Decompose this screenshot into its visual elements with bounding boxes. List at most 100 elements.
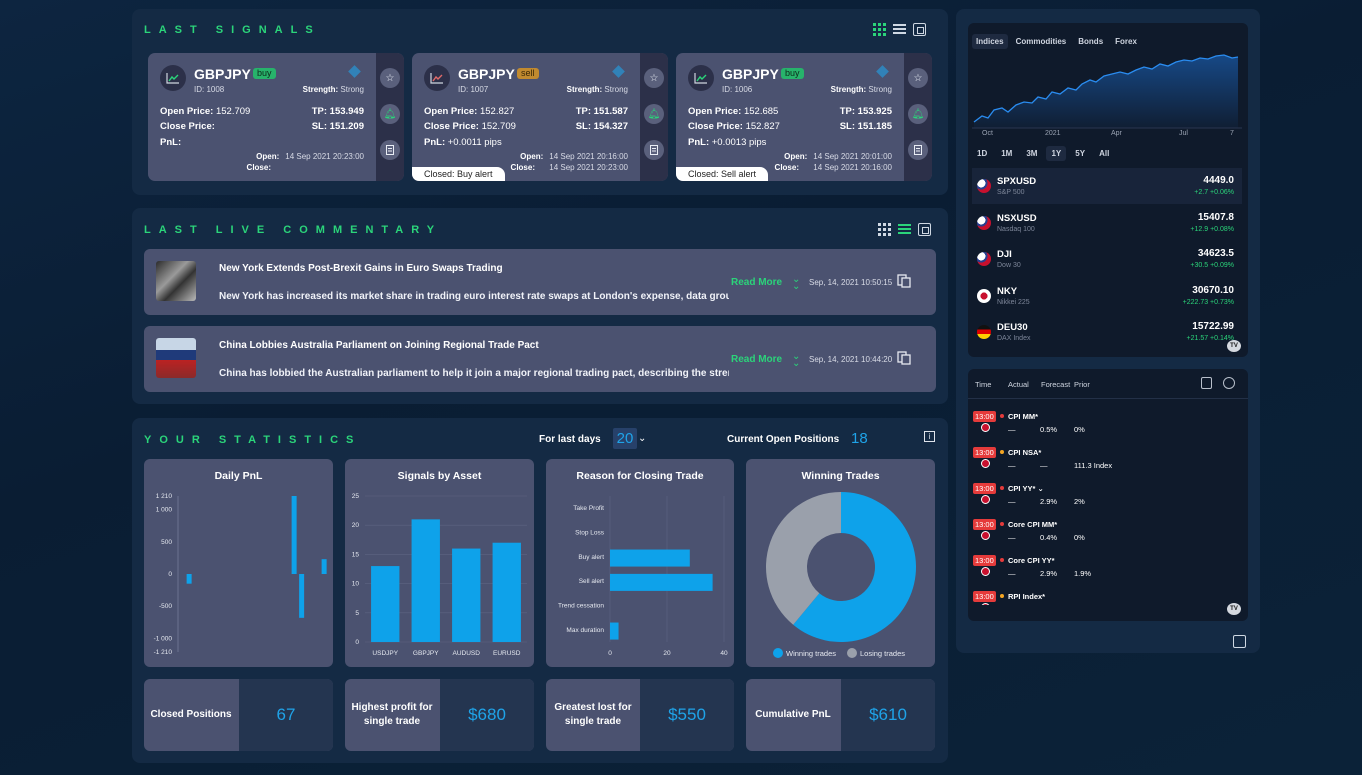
x-tick-label: EURUSD xyxy=(493,650,521,657)
pnl-bar xyxy=(291,496,297,574)
chevron-down-icon[interactable]: ⌄ xyxy=(638,433,647,444)
range-1d[interactable]: 1D xyxy=(977,149,988,158)
popout-icon[interactable] xyxy=(1233,635,1246,648)
star-icon[interactable]: ☆ xyxy=(644,68,664,88)
stop-loss: SL: 151.209 xyxy=(312,121,364,132)
grid-view-icon[interactable] xyxy=(873,23,886,36)
calendar-event[interactable]: 13:00 CPI MM* — 0.5% 0% xyxy=(972,409,1242,443)
time-range-selector: 1D 1M 3M 1Y 5Y All xyxy=(972,146,1114,161)
calendar-header-time: Time xyxy=(975,380,992,389)
bell-icon[interactable]: 🔔︎ xyxy=(380,104,400,124)
star-icon[interactable]: ☆ xyxy=(908,68,928,88)
range-all[interactable]: All xyxy=(1099,149,1110,158)
signal-card[interactable]: GBPJPY sell ID: 1007 Strength: Strong Open P… xyxy=(412,53,668,181)
copy-icon[interactable] xyxy=(897,274,911,288)
x-tick-label: USDJPY xyxy=(372,650,398,657)
x-label: Oct xyxy=(982,130,993,137)
quote-row[interactable]: NKY Nikkei 225 30670.10 +222.73 +0.73% xyxy=(972,278,1242,314)
tp-label: TP: xyxy=(839,106,856,117)
read-more-link[interactable]: Read More xyxy=(731,277,783,288)
kpi-closed-positions: Closed Positions 67 xyxy=(144,679,333,751)
copy-icon[interactable] xyxy=(897,351,911,365)
quote-row[interactable]: DEU30 DAX Index 15722.99 +21.57 +0.14% xyxy=(972,314,1242,350)
quote-row[interactable]: DJI Dow 30 34623.5 +30.5 +0.09% xyxy=(972,241,1242,277)
signal-type-badge: sell xyxy=(517,68,539,79)
popout-icon[interactable] xyxy=(913,23,926,36)
market-tabs: Indices Commodities Bonds Forex xyxy=(972,34,1141,49)
y-tick-label: Stop Loss xyxy=(575,530,605,537)
calendar-event[interactable]: 13:00 Core CPI MM* — 0.4% 0% xyxy=(972,517,1242,551)
open-price: Open Price: 152.827 xyxy=(424,106,514,117)
grid-view-icon[interactable] xyxy=(878,223,891,236)
tab-commodities[interactable]: Commodities xyxy=(1015,37,1067,46)
commentary-item[interactable]: China Lobbies Australia Parliament on Jo… xyxy=(144,326,936,392)
document-icon[interactable] xyxy=(644,140,664,160)
asset-bar xyxy=(452,548,481,642)
calendar-event[interactable]: 13:00 CPI NSA* — — 111.3 Index xyxy=(972,445,1242,479)
chevron-down-icon[interactable]: ⌄ ⌄ xyxy=(792,274,801,292)
importance-dot xyxy=(1000,594,1004,598)
tp-value: 153.925 xyxy=(857,106,892,117)
uk-flag-icon xyxy=(981,495,990,504)
calendar-filter-icon[interactable] xyxy=(1201,377,1212,389)
list-view-icon[interactable] xyxy=(893,23,906,36)
chevron-down-icon[interactable]: ⌄ ⌄ xyxy=(792,351,801,369)
y-tick-label: 500 xyxy=(161,539,172,546)
y-tick-label: 5 xyxy=(355,610,359,617)
list-view-icon[interactable] xyxy=(898,223,911,236)
popout-icon[interactable] xyxy=(918,223,931,236)
open-price-value: 152.685 xyxy=(743,106,779,117)
bell-icon[interactable]: 🔔︎ xyxy=(908,104,928,124)
take-profit: TP: 153.949 xyxy=(312,106,364,117)
quote-row[interactable]: NSXUSD Nasdaq 100 15407.8 +12.9 +0.08% xyxy=(972,205,1242,241)
document-icon[interactable] xyxy=(380,140,400,160)
strength-label: Strength: xyxy=(566,85,603,94)
importance-dot xyxy=(1000,414,1004,418)
calendar-event[interactable]: 13:00 Core CPI YY* — 2.9% 1.9% xyxy=(972,553,1242,587)
open-time-label: Open: xyxy=(784,152,808,161)
range-3m[interactable]: 3M xyxy=(1026,149,1038,158)
y-tick-label: 10 xyxy=(352,581,360,588)
commentary-item[interactable]: New York Extends Post-Brexit Gains in Eu… xyxy=(144,249,936,315)
kpi-label: Greatest lost for single trade xyxy=(554,702,632,727)
signal-card[interactable]: GBPJPY buy ID: 1006 Strength: Strong Open Pr… xyxy=(676,53,932,181)
document-icon[interactable] xyxy=(908,140,928,160)
tab-bonds[interactable]: Bonds xyxy=(1078,37,1104,46)
star-icon[interactable]: ☆ xyxy=(380,68,400,88)
quote-change: +12.9 +0.08% xyxy=(1190,225,1234,233)
uk-flag-icon xyxy=(981,531,990,540)
quote-name: Nasdaq 100 xyxy=(997,225,1035,233)
commentary-title: LAST LIVE COMMENTARY xyxy=(144,224,443,236)
days-value: 20 xyxy=(616,430,634,447)
y-tick-label: -500 xyxy=(159,603,172,610)
event-prior: 1.9% xyxy=(1074,569,1092,578)
calendar-event[interactable]: 13:00 RPI Index* xyxy=(972,589,1242,605)
kpi-label: Closed Positions xyxy=(150,709,232,720)
calendar-event[interactable]: 13:00 CPI YY* ⌄ — 2.9% 2% xyxy=(972,481,1242,515)
event-time: 13:00 xyxy=(973,519,996,530)
news-body: New York has increased its market share … xyxy=(219,291,729,302)
open-time-value: 14 Sep 2021 20:16:00 xyxy=(549,152,628,161)
take-profit: TP: 151.587 xyxy=(576,106,628,117)
y-tick-label: 20 xyxy=(352,522,360,529)
range-5y[interactable]: 5Y xyxy=(1075,149,1086,158)
signals-view-toggles xyxy=(873,23,926,36)
bell-icon[interactable]: 🔔︎ xyxy=(644,104,664,124)
tab-forex[interactable]: Forex xyxy=(1115,37,1137,46)
range-1m[interactable]: 1M xyxy=(1001,149,1013,158)
info-icon[interactable]: i xyxy=(924,431,935,442)
range-1y[interactable]: 1Y xyxy=(1046,146,1067,161)
quote-row[interactable]: SPXUSD S&P 500 4449.0 +2.7 +0.06% xyxy=(972,168,1242,204)
pnl-label: PnL: xyxy=(688,137,710,148)
news-title: China Lobbies Australia Parliament on Jo… xyxy=(219,340,539,351)
x-tick-label: 20 xyxy=(663,650,671,657)
days-select[interactable]: 20 xyxy=(613,428,637,449)
read-more-link[interactable]: Read More xyxy=(731,354,783,365)
signal-card[interactable]: GBPJPY buy ID: 1008 Strength: Strong Open Pr… xyxy=(148,53,404,181)
globe-icon[interactable] xyxy=(1223,377,1235,389)
tab-indices[interactable]: Indices xyxy=(972,34,1008,49)
open-price-label: Open Price: xyxy=(160,106,214,117)
kpi-cumulative-pnl: Cumulative PnL $610 xyxy=(746,679,935,751)
x-tick-label: AUDUSD xyxy=(453,650,481,657)
tp-label: TP: xyxy=(575,106,592,117)
